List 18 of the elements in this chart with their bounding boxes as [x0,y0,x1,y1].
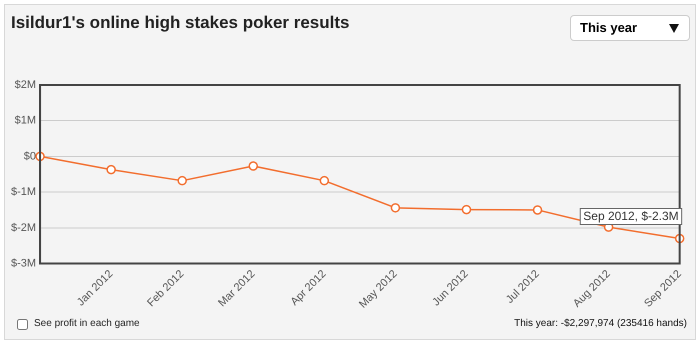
point [177,176,187,186]
annotation: Sep 2012, $-2.3M [583,208,679,223]
text: See profit in each game [34,318,140,329]
point [248,161,258,171]
dropdown: This year [570,15,690,41]
point [532,205,542,215]
text: This year: -$2,297,974 (235416 hands) [514,318,687,329]
point [462,204,472,214]
chart-title: Isildur1's online high stakes poker results [11,13,350,33]
y-tick-label: $-1M [11,186,36,198]
y-tick-label: $0 [24,150,36,162]
y-tick-label: $-2M [11,222,36,234]
point [106,164,116,174]
y-tick-label: $-3M [11,258,36,270]
point [390,203,400,213]
point [320,176,330,186]
y-tick-label: $2M [14,79,36,92]
y-tick-label: $1M [14,114,36,127]
